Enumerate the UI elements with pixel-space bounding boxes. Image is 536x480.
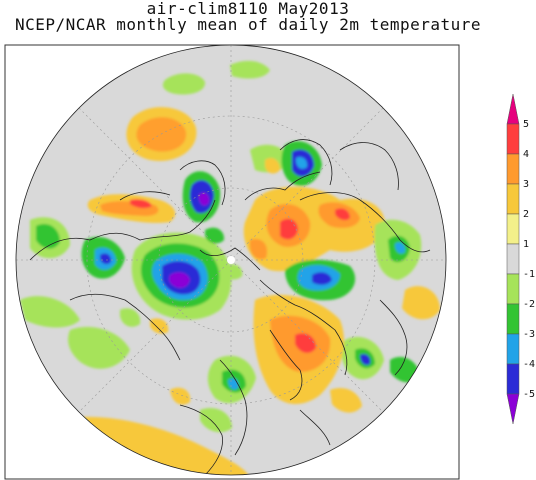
colorbar-segment xyxy=(506,213,520,245)
map-title-line2: NCEP/NCAR monthly mean of daily 2m tempe… xyxy=(14,15,482,34)
colorbar-tick-label: -3 xyxy=(523,329,535,340)
colorbar-segment xyxy=(506,183,520,215)
coastlines xyxy=(29,139,431,475)
polar-stereographic-map xyxy=(0,40,460,480)
colorbar-segment xyxy=(506,333,520,365)
colorbar: 5 4 3 2 1 -1 -2 -3 -4 -5 xyxy=(506,93,535,425)
colorbar-tick-label: 3 xyxy=(523,179,529,190)
colorbar-tick-label: -1 xyxy=(523,269,535,280)
colorbar-segment xyxy=(506,153,520,185)
colorbar-tick-label: 5 xyxy=(523,119,529,130)
colorbar-tick-label: -5 xyxy=(523,389,535,400)
colorbar-top-arrow xyxy=(506,93,520,125)
colorbar-bottom-arrow xyxy=(506,393,520,425)
colorbar-segment xyxy=(506,243,520,275)
north-pole-marker xyxy=(227,256,235,264)
map-boundary xyxy=(15,44,447,476)
colorbar-segment xyxy=(506,303,520,335)
colorbar-segment xyxy=(506,273,520,305)
colorbar-tick-label: 2 xyxy=(523,209,529,220)
colorbar-tick-label: 4 xyxy=(523,149,529,160)
colorbar-tick-label: -4 xyxy=(523,359,535,370)
map-title-line1: air-clim8110 May2013 xyxy=(146,0,350,18)
colorbar-tick-label: 1 xyxy=(523,239,529,250)
colorbar-segment xyxy=(506,363,520,395)
colorbar-tick-label: -2 xyxy=(523,299,535,310)
colorbar-segment xyxy=(506,123,520,155)
anomaly-field xyxy=(20,60,440,475)
